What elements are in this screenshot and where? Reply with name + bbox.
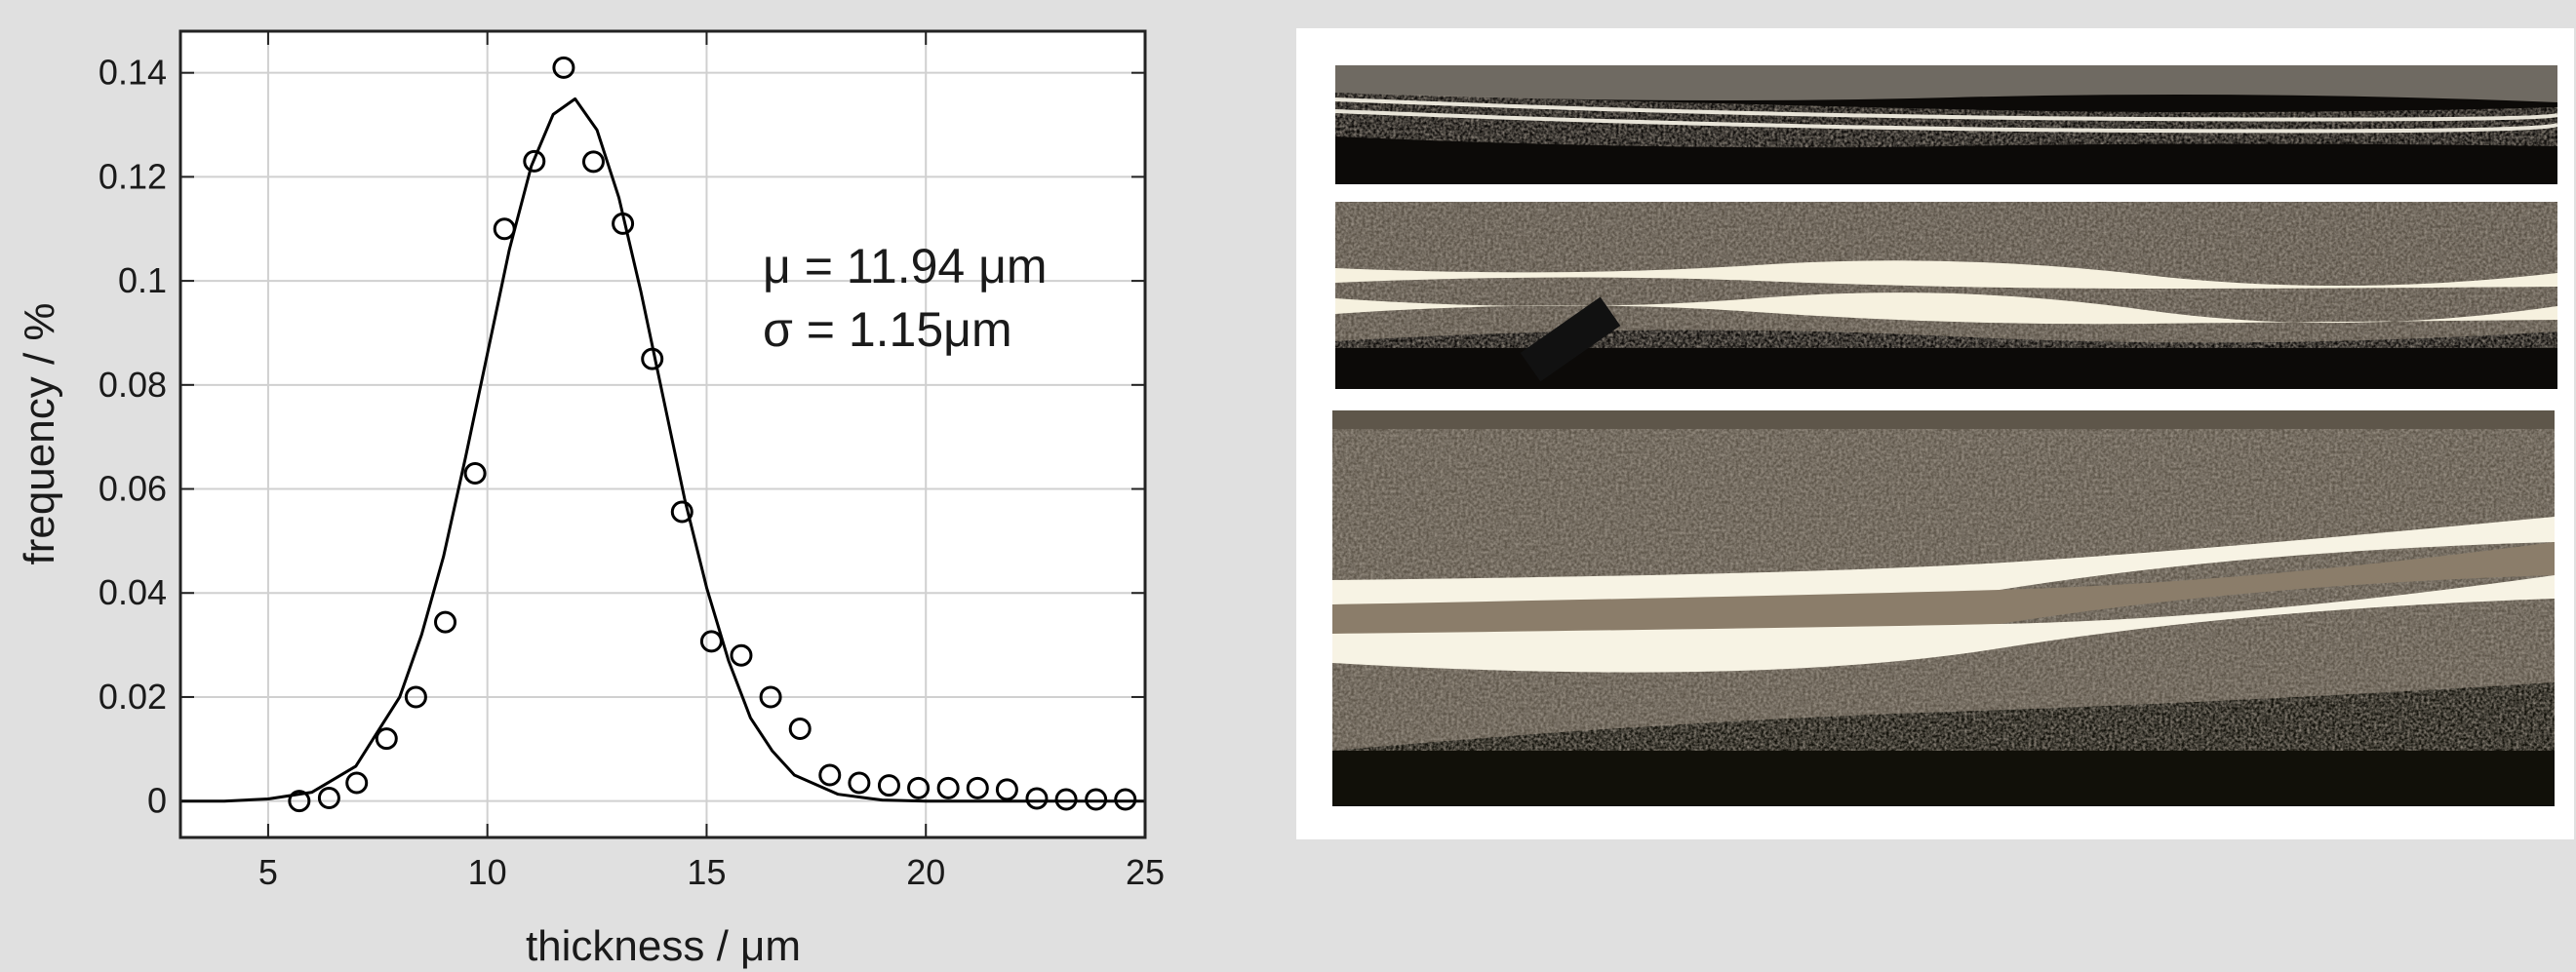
- annotation: μ = 11.94 μm: [763, 239, 1048, 293]
- annotation: σ = 1.15μm: [763, 302, 1012, 357]
- plot-area: [180, 31, 1145, 837]
- y-tick-label: 0.06: [99, 469, 167, 509]
- x-tick-label: 10: [468, 852, 507, 892]
- micrograph: [1335, 202, 2557, 389]
- y-tick-label: 0.02: [99, 677, 167, 717]
- micrograph: [1335, 65, 2557, 184]
- micrograph: [1332, 410, 2555, 806]
- y-tick-label: 0.14: [99, 53, 167, 93]
- y-tick-label: 0.08: [99, 365, 167, 405]
- page: {"chart_data": { "type": "scatter", "xla…: [0, 0, 2576, 972]
- y-tick-label: 0: [147, 781, 167, 821]
- y-tick-label: 0.12: [99, 156, 167, 196]
- y-tick-label: 0.1: [118, 260, 167, 300]
- x-axis-label: thickness / μm: [526, 922, 801, 970]
- x-tick-label: 20: [906, 852, 945, 892]
- x-tick-label: 5: [258, 852, 278, 892]
- chart: thickness / μm frequency / % μ = 11.94 μ…: [0, 0, 2576, 972]
- x-tick-label: 25: [1126, 852, 1165, 892]
- y-axis-label: frequency / %: [16, 302, 63, 564]
- y-tick-label: 0.04: [99, 572, 167, 612]
- x-tick-label: 15: [687, 852, 726, 892]
